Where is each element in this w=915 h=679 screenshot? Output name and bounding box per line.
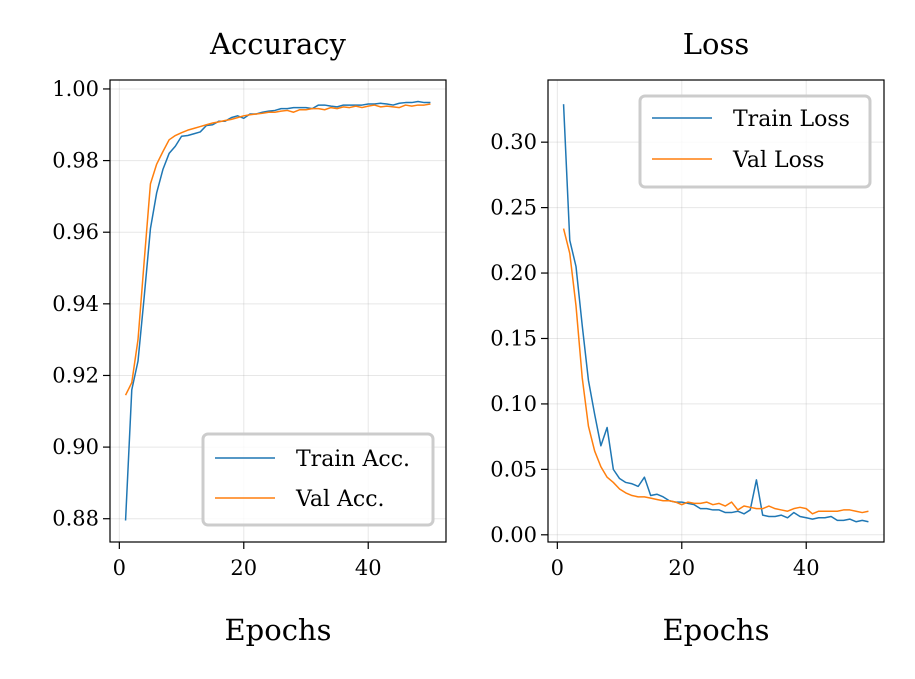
legend-label-train-acc: Train Acc. xyxy=(296,447,410,472)
series-line-train-loss xyxy=(562,104,869,523)
accuracy-ytick-label: 0.98 xyxy=(52,149,99,173)
legend-label-train-loss: Train Loss xyxy=(733,107,850,132)
loss-xtick-label: 0 xyxy=(551,556,564,580)
accuracy-ticks: 0.88 0.90 0.92 0.94 0.96 0.98 1.00 0 20 40 xyxy=(52,77,381,580)
loss-ytick-label: 0.10 xyxy=(490,392,537,416)
loss-ytick-label: 0.05 xyxy=(490,457,537,481)
loss-xlabel: Epochs xyxy=(663,613,770,647)
loss-ytick-label: 0.30 xyxy=(490,130,537,154)
accuracy-title: Accuracy xyxy=(209,27,346,61)
accuracy-legend: Train Acc. Val Acc. xyxy=(201,432,435,527)
loss-ticks: 0.00 0.05 0.10 0.15 0.20 0.25 0.30 0 20 40 xyxy=(490,130,819,580)
accuracy-ytick-label: 0.88 xyxy=(52,507,99,531)
accuracy-lines xyxy=(124,100,431,521)
accuracy-ytick-label: 0.92 xyxy=(52,363,99,387)
loss-title: Loss xyxy=(683,27,749,61)
loss-xtick-label: 40 xyxy=(793,556,820,580)
series-line-val-loss xyxy=(562,228,869,515)
accuracy-legend-box xyxy=(201,432,435,527)
loss-lines xyxy=(562,104,869,523)
loss-xtick-label: 20 xyxy=(668,556,695,580)
accuracy-xtick-label: 0 xyxy=(113,556,126,580)
loss-grid xyxy=(548,80,884,542)
loss-legend: Train Loss Val Loss xyxy=(638,94,872,189)
accuracy-axes-frame xyxy=(109,79,447,543)
accuracy-ytick-label: 0.94 xyxy=(52,292,99,316)
legend-label-val-acc: Val Acc. xyxy=(295,487,385,512)
accuracy-xtick-label: 20 xyxy=(230,556,257,580)
loss-ytick-label: 0.15 xyxy=(490,326,537,350)
loss-ytick-label: 0.00 xyxy=(490,523,537,547)
loss-axes-frame xyxy=(547,79,885,543)
accuracy-xlabel: Epochs xyxy=(225,613,332,647)
loss-ytick-label: 0.25 xyxy=(490,196,537,220)
series-line-val-acc xyxy=(124,103,431,396)
series-line-train-acc xyxy=(124,100,431,521)
loss-panel: 0.00 0.05 0.10 0.15 0.20 0.25 0.30 0 20 40 Loss E… xyxy=(490,27,885,647)
accuracy-ytick-label: 0.90 xyxy=(52,435,99,459)
accuracy-xtick-label: 40 xyxy=(355,556,382,580)
accuracy-panel: 0.88 0.90 0.92 0.94 0.96 0.98 1.00 0 20 40 Accura… xyxy=(52,27,447,647)
accuracy-ytick-label: 0.96 xyxy=(52,220,99,244)
accuracy-ytick-label: 1.00 xyxy=(52,77,99,101)
legend-label-val-loss: Val Loss xyxy=(732,148,824,173)
loss-ytick-label: 0.20 xyxy=(490,261,537,285)
